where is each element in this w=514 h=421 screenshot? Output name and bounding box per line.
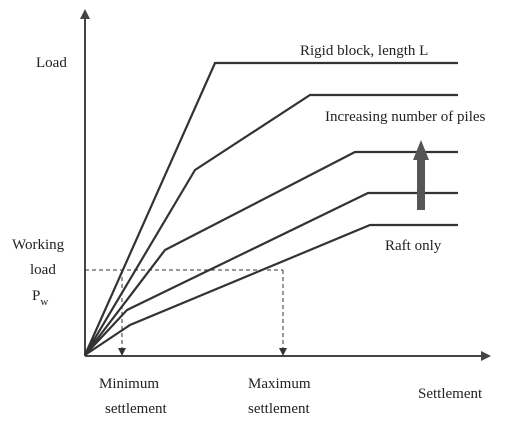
minimum-settlement-label: Minimum [99,376,159,392]
minimum-settlement-label: settlement [105,401,167,417]
curve [84,93,458,356]
working-load-label: load [30,262,56,278]
curve [84,150,458,356]
maximum-settlement-label: settlement [248,401,310,417]
arrow-label: Increasing number of piles [325,109,486,125]
curve-label: Rigid block, length L [300,43,428,59]
y-axis-label: Load [36,55,67,71]
subscript: w [40,296,48,308]
working-load-symbol: Pw [32,288,48,308]
curve-raft-only [84,223,458,356]
working-load-label: Working [12,237,65,253]
curve-label: Raft only [385,238,442,254]
curve-rigid-block [83,61,458,356]
increasing-arrow [413,140,429,210]
curve [84,191,458,356]
symbol: P [32,288,40,304]
maximum-settlement-label: Maximum [248,376,311,392]
x-axis-label: Settlement [418,386,483,402]
